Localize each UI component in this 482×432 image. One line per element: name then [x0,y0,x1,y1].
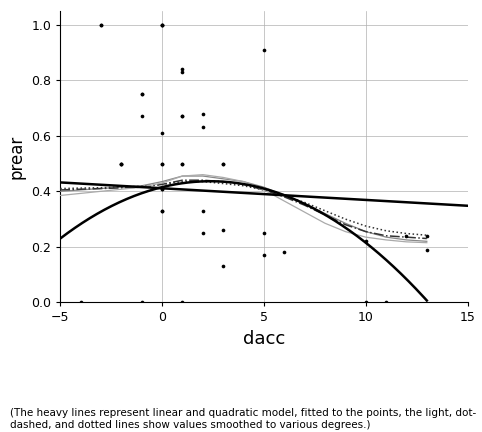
Point [158,21,166,28]
Point [178,160,186,167]
Point [158,207,166,214]
Point [178,68,186,75]
Point [260,252,268,259]
Point [118,160,125,167]
Point [158,160,166,167]
Point [138,91,146,98]
Point [158,21,166,28]
Point [199,124,207,131]
Point [97,21,105,28]
Point [138,113,146,120]
Point [199,229,207,236]
Point [158,185,166,192]
Point [423,246,431,253]
Point [158,207,166,214]
Point [219,160,227,167]
Point [178,160,186,167]
Point [178,113,186,120]
Point [362,238,370,245]
Point [260,46,268,53]
Point [118,160,125,167]
Y-axis label: prear: prear [8,134,26,179]
Point [219,160,227,167]
Point [158,160,166,167]
X-axis label: dacc: dacc [243,330,285,348]
Point [219,263,227,270]
Point [158,130,166,137]
Point [382,299,390,306]
Point [423,232,431,239]
Point [118,160,125,167]
Point [138,91,146,98]
Point [178,66,186,73]
Point [402,232,410,239]
Point [97,21,105,28]
Point [219,227,227,234]
Point [199,207,207,214]
Point [199,110,207,117]
Point [178,299,186,306]
Text: (The heavy lines represent linear and quadratic model, fitted to the points, the: (The heavy lines represent linear and qu… [10,408,476,430]
Point [281,249,288,256]
Point [158,21,166,28]
Point [260,229,268,236]
Point [77,299,84,306]
Point [178,113,186,120]
Point [158,185,166,192]
Point [138,299,146,306]
Point [362,299,370,306]
